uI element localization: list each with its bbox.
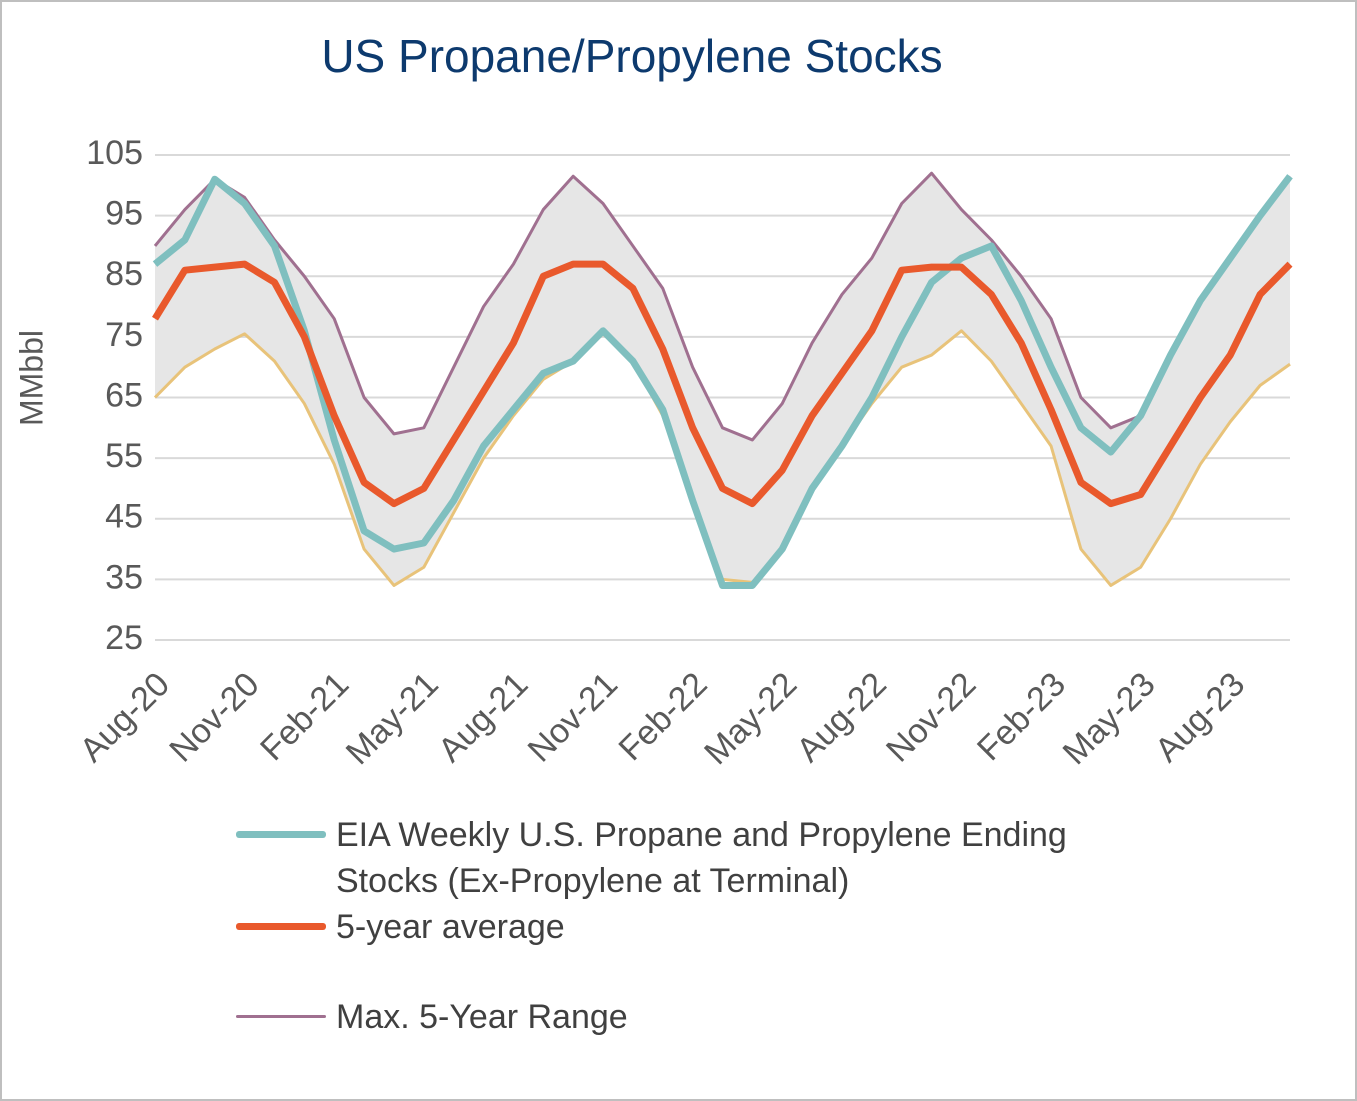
y-tick-label: 25	[105, 619, 143, 657]
y-tick-label: 45	[105, 498, 143, 536]
legend-label: Max. 5-Year Range	[336, 998, 628, 1036]
y-axis-label: MMbbl	[13, 330, 49, 426]
legend-label: 5-year average	[336, 908, 565, 946]
legend-swatch	[236, 922, 326, 930]
legend: EIA Weekly U.S. Propane and Propylene En…	[230, 812, 1170, 1040]
series-line	[153, 171, 1292, 442]
legend-swatch	[236, 830, 326, 838]
legend-item: EIA Weekly U.S. Propane and Propylene En…	[230, 812, 1170, 904]
legend-swatch	[236, 1014, 326, 1018]
y-tick-label: 35	[105, 558, 143, 596]
y-tick-label: 55	[105, 437, 143, 475]
chart-title: US Propane/Propylene Stocks	[321, 30, 942, 82]
y-tick-label: 95	[105, 195, 143, 233]
series-line	[152, 260, 1293, 508]
legend-item: 5-year average	[230, 904, 1170, 950]
y-tick-label: 105	[86, 134, 143, 172]
legend-item: Max. 5-Year Range	[230, 994, 1170, 1040]
y-tick-label: 65	[105, 376, 143, 414]
legend-label: EIA Weekly U.S. Propane and Propylene En…	[336, 816, 1067, 900]
series-line	[152, 174, 1293, 589]
y-tick-label: 75	[105, 316, 143, 354]
y-tick-label: 85	[105, 255, 143, 293]
